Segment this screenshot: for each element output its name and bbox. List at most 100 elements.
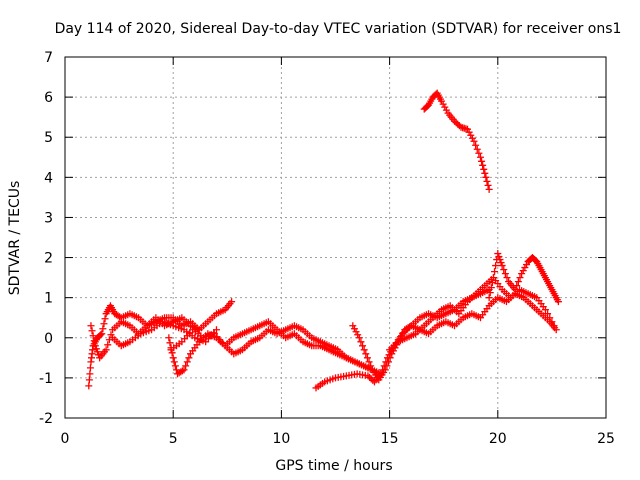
series-track-b: [87, 314, 203, 362]
data-point: [85, 382, 93, 390]
data-point: [501, 270, 509, 278]
data-point: [365, 358, 373, 366]
data-point: [489, 274, 497, 282]
data-point: [470, 137, 478, 145]
data-point: [357, 338, 365, 346]
data-point: [91, 342, 99, 350]
x-tick-label: 25: [597, 431, 615, 447]
data-point: [519, 267, 527, 275]
data-point: [554, 298, 562, 306]
data-point: [101, 315, 109, 323]
grid-lines: [65, 57, 606, 418]
data-point: [516, 274, 524, 282]
x-tick-label: 5: [169, 431, 178, 447]
y-axis-label: SDTVAR / TECUs: [7, 181, 23, 296]
data-point: [180, 366, 188, 374]
data-point: [90, 337, 98, 345]
data-point: [170, 358, 178, 366]
data-point: [439, 100, 447, 108]
data-point: [102, 346, 110, 354]
data-point: [514, 278, 522, 286]
data-point: [168, 349, 176, 357]
data-point: [367, 375, 375, 383]
data-point: [544, 310, 552, 318]
data-point: [366, 373, 374, 381]
data-point: [479, 161, 487, 169]
data-point: [88, 327, 96, 335]
data-point: [92, 345, 100, 353]
data-point: [385, 358, 393, 366]
data-point: [185, 354, 193, 362]
data-point: [550, 322, 558, 330]
data-point: [492, 262, 500, 270]
plot-frame: [64, 56, 607, 419]
data-point: [480, 165, 488, 173]
data-point: [522, 261, 530, 269]
x-tick-label: 20: [489, 431, 507, 447]
data-point: [441, 103, 449, 111]
data-point: [442, 106, 450, 114]
data-point: [85, 376, 93, 384]
y-tick-label: -1: [39, 371, 53, 387]
y-tick-label: 0: [44, 331, 53, 347]
data-point: [183, 358, 191, 366]
data-point: [364, 372, 372, 380]
data-point: [498, 262, 506, 270]
data-point: [367, 362, 375, 370]
y-tick-label: -2: [39, 411, 53, 427]
data-point: [350, 325, 358, 333]
data-point: [89, 332, 97, 340]
data-point: [496, 256, 504, 264]
data-point: [483, 177, 491, 185]
data-point: [503, 274, 511, 282]
data-point: [464, 125, 472, 133]
series-track-i: [485, 250, 562, 306]
data-point: [178, 367, 186, 375]
data-point: [98, 330, 106, 338]
data-point: [518, 270, 526, 278]
data-point: [465, 128, 473, 136]
data-point: [484, 181, 492, 189]
data-point: [171, 362, 179, 370]
data-point: [349, 322, 357, 330]
series-track-j: [420, 89, 493, 193]
data-point: [495, 253, 503, 261]
data-point: [363, 354, 371, 362]
data-point: [398, 332, 406, 340]
data-point: [476, 153, 484, 161]
y-tick-label: 7: [44, 50, 53, 66]
data-point: [362, 350, 370, 358]
data-point: [87, 322, 95, 330]
data-point: [513, 282, 521, 290]
data-point: [488, 279, 496, 287]
data-point: [486, 289, 494, 297]
data-point: [100, 320, 108, 328]
data-point: [478, 157, 486, 165]
data-point: [487, 284, 495, 292]
data-point: [451, 117, 459, 125]
data-point: [485, 185, 493, 193]
data-point: [494, 250, 502, 258]
series-track-e: [167, 322, 376, 374]
data-point: [86, 370, 94, 378]
x-axis-label: GPS time / hours: [275, 458, 392, 474]
y-tick-label: 4: [44, 170, 53, 186]
data-point: [388, 350, 396, 358]
data-point: [86, 364, 94, 372]
y-tick-label: 6: [44, 90, 53, 106]
data-point: [521, 264, 529, 272]
data-point: [500, 266, 508, 274]
chart-title: Day 114 of 2020, Sidereal Day-to-day VTE…: [55, 21, 622, 37]
data-point: [99, 325, 107, 333]
data-point: [104, 341, 112, 349]
data-point: [399, 329, 407, 337]
data-point: [472, 141, 480, 149]
data-point: [386, 354, 394, 362]
data-point: [354, 331, 362, 339]
data-point: [360, 346, 368, 354]
y-tick-label: 5: [44, 130, 53, 146]
data-point: [454, 120, 462, 128]
data-point: [546, 314, 554, 322]
data-point: [212, 326, 220, 334]
y-tick-label: 1: [44, 291, 53, 307]
